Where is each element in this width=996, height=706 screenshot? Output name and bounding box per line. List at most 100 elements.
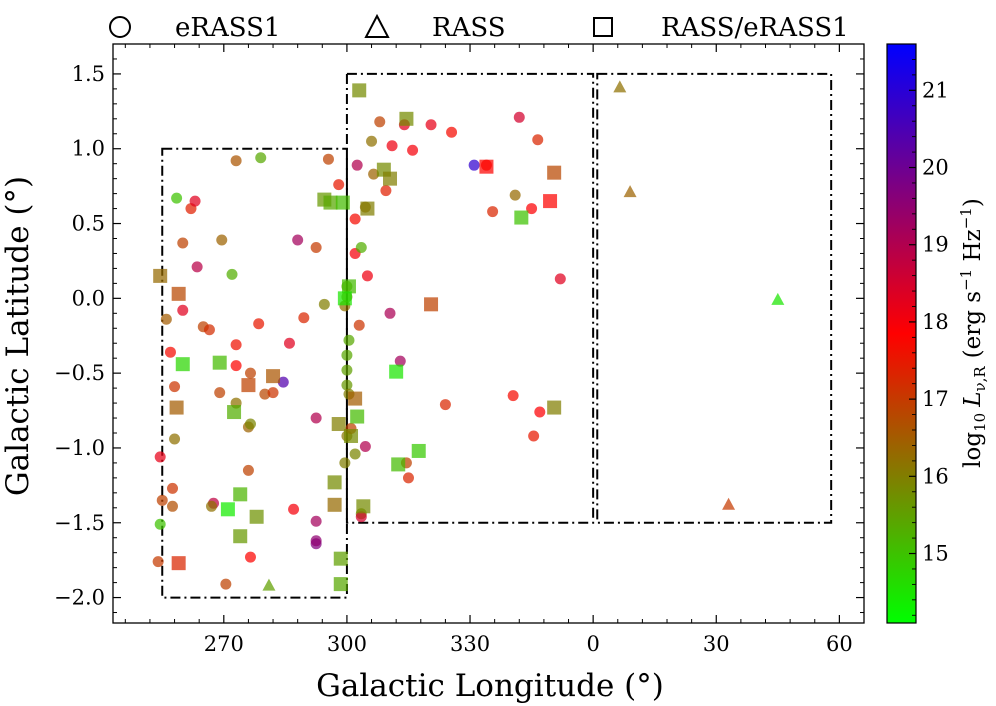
point-erass1: [341, 379, 353, 391]
legend: eRASS1 RASS RASS/eRASS1: [109, 13, 849, 43]
point-rass-erass1: [220, 502, 235, 517]
point-rass-erass1: [249, 509, 264, 524]
point-erass1: [366, 135, 378, 147]
y-tick-label: 1.0: [72, 137, 105, 161]
colorbar-tick-label: 18: [922, 310, 949, 334]
legend-label-rass: RASS: [432, 13, 506, 43]
point-rass: [262, 578, 276, 591]
colorbar-tick-label: 17: [922, 387, 949, 411]
point-erass1: [267, 387, 279, 399]
point-rass-erass1: [391, 457, 406, 472]
plot-area: 270 300 330 0 30 60 1.5 1.0 0.5 0.0 −0.5 −1.0 −1.5 −2…: [54, 43, 865, 656]
colorbar-gradient: [886, 43, 917, 624]
point-erass1: [255, 152, 267, 164]
point-erass1: [310, 515, 322, 527]
point-erass1: [554, 273, 566, 285]
point-erass1: [468, 159, 480, 171]
x-axis-title: Galactic Longitude (°): [316, 668, 664, 704]
colorbar-tick-label: 19: [922, 233, 949, 257]
point-erass1: [259, 388, 271, 400]
point-rass-erass1: [411, 443, 426, 458]
point-erass1: [361, 270, 373, 282]
y-tick-label: 0.5: [72, 212, 105, 236]
point-erass1: [244, 418, 256, 430]
x-tick-label: 270: [204, 632, 244, 656]
point-rass-erass1: [266, 369, 281, 384]
colorbar-title-hz: Hz: [960, 229, 986, 269]
colorbar-title-units: (erg s: [960, 291, 986, 358]
point-erass1: [526, 203, 538, 215]
point-erass1: [167, 500, 179, 512]
point-rass-erass1: [169, 400, 184, 415]
point-erass1: [394, 355, 406, 367]
point-erass1: [339, 457, 351, 469]
legend-marker-square: [593, 17, 613, 37]
colorbar-title: log10Lν,R(erg s−1 Hz−1): [957, 198, 989, 468]
point-erass1: [318, 298, 330, 310]
point-erass1: [353, 319, 365, 331]
x-tick-label: 60: [826, 632, 853, 656]
y-tick-label: 0.0: [72, 286, 105, 310]
point-erass1: [532, 134, 544, 146]
point-erass1: [359, 440, 371, 452]
point-erass1: [244, 367, 256, 379]
point-erass1: [230, 360, 242, 372]
point-erass1: [355, 511, 367, 523]
colorbar-title-L: L: [960, 392, 986, 408]
point-rass-erass1: [341, 279, 356, 294]
point-erass1: [160, 313, 172, 325]
point-rass: [722, 497, 736, 510]
point-erass1: [226, 268, 238, 280]
x-tick-label: 30: [703, 632, 730, 656]
point-rass-erass1: [212, 355, 227, 370]
point-erass1: [191, 261, 203, 273]
colorbar-title-L-sub: ν,R: [971, 366, 989, 392]
point-erass1: [220, 578, 232, 590]
point-erass1: [439, 399, 451, 411]
point-erass1: [509, 189, 521, 201]
point-rass-erass1: [327, 497, 342, 512]
point-erass1: [425, 119, 437, 131]
point-rass-erass1: [335, 195, 350, 210]
point-rass-erass1: [171, 556, 186, 571]
point-rass-erass1: [383, 171, 398, 186]
point-erass1: [292, 234, 304, 246]
point-rass-erass1: [514, 210, 529, 225]
point-rass-erass1: [175, 357, 190, 372]
point-rass-erass1: [344, 428, 359, 443]
point-erass1: [507, 390, 519, 402]
point-rass: [613, 80, 627, 93]
point-erass1: [277, 376, 289, 388]
point-erass1: [402, 472, 414, 484]
point-erass1: [341, 349, 353, 361]
y-tick-label: −1.5: [54, 511, 105, 535]
point-erass1: [407, 144, 419, 156]
point-rass-erass1: [153, 268, 168, 283]
legend-marker-circle: [109, 16, 131, 38]
point-erass1: [534, 406, 546, 418]
point-erass1: [154, 518, 166, 530]
colorbar-title-exp2: −1: [957, 207, 975, 229]
point-erass1: [298, 312, 310, 324]
point-erass1: [205, 500, 217, 512]
y-tick-label: −1.0: [54, 436, 105, 460]
point-rass-erass1: [333, 551, 348, 566]
point-erass1: [528, 430, 540, 442]
point-rass-erass1: [356, 499, 371, 514]
y-tick-label: −0.5: [54, 361, 105, 385]
point-rass-erass1: [331, 417, 346, 432]
plot-frame: [112, 43, 865, 624]
point-erass1: [164, 346, 176, 358]
point-erass1: [355, 241, 367, 253]
point-erass1: [244, 551, 256, 563]
point-rass-erass1: [348, 391, 363, 406]
survey-region-box: [596, 72, 833, 524]
x-tick-label: 300: [327, 632, 367, 656]
point-erass1: [169, 381, 181, 393]
point-erass1: [374, 116, 386, 128]
point-erass1: [169, 433, 181, 445]
point-erass1: [177, 304, 189, 316]
y-axis-title: Galactic Latitude (°): [0, 176, 36, 496]
